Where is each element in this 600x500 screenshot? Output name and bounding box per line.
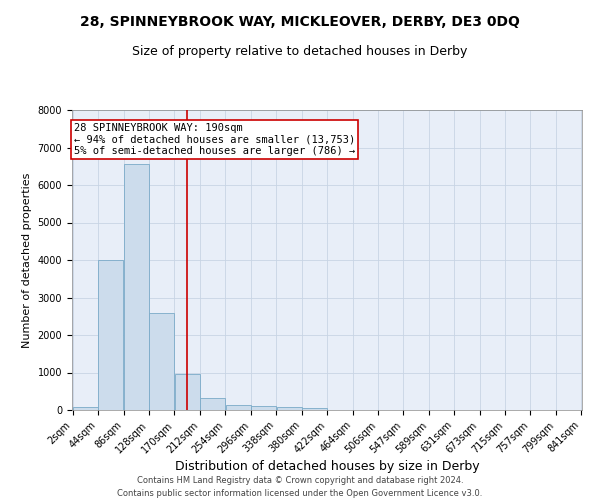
Bar xyxy=(73,407,98,410)
Bar xyxy=(98,260,124,410)
Y-axis label: Number of detached properties: Number of detached properties xyxy=(22,172,32,348)
Text: 28 SPINNEYBROOK WAY: 190sqm
← 94% of detached houses are smaller (13,753)
5% of : 28 SPINNEYBROOK WAY: 190sqm ← 94% of det… xyxy=(74,123,355,156)
Bar xyxy=(251,406,276,410)
Bar xyxy=(175,374,200,410)
Bar xyxy=(124,164,149,410)
Text: 28, SPINNEYBROOK WAY, MICKLEOVER, DERBY, DE3 0DQ: 28, SPINNEYBROOK WAY, MICKLEOVER, DERBY,… xyxy=(80,15,520,29)
Bar xyxy=(226,405,251,410)
Bar xyxy=(200,398,225,410)
Text: Contains HM Land Registry data © Crown copyright and database right 2024.
Contai: Contains HM Land Registry data © Crown c… xyxy=(118,476,482,498)
Bar xyxy=(149,312,175,410)
X-axis label: Distribution of detached houses by size in Derby: Distribution of detached houses by size … xyxy=(175,460,479,473)
Bar xyxy=(302,408,327,410)
Text: Size of property relative to detached houses in Derby: Size of property relative to detached ho… xyxy=(133,45,467,58)
Bar xyxy=(277,407,302,410)
